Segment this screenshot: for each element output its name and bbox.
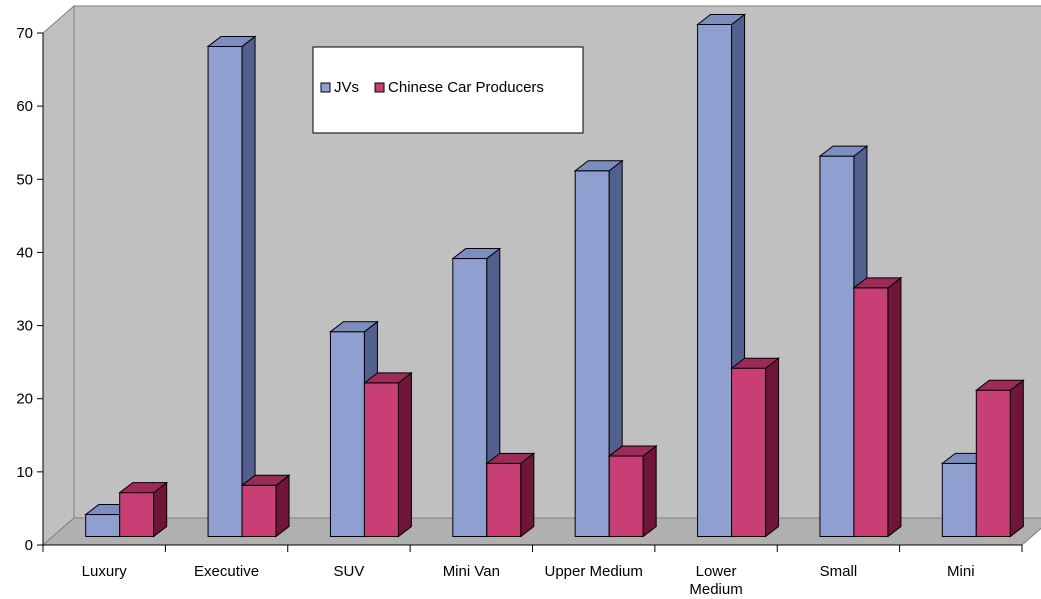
bar-front — [975, 389, 1011, 538]
bar-jvs — [206, 35, 257, 538]
bar-top — [852, 277, 903, 289]
legend-swatch — [374, 82, 385, 93]
bar-front — [119, 492, 155, 538]
bar-chinese-producers — [607, 445, 658, 538]
x-category-label: Executive — [194, 563, 259, 580]
bar-front — [853, 287, 889, 538]
bar-side — [397, 371, 412, 538]
legend: JVs Chinese Car Producers — [312, 46, 584, 134]
x-category-label: Lower Medium — [689, 563, 742, 598]
bar-top — [451, 248, 502, 260]
bar-chinese-producers — [730, 357, 781, 538]
y-tick-label: 0 — [25, 537, 33, 554]
chart-walls — [41, 4, 1041, 547]
x-category-label: Mini — [947, 563, 975, 580]
bar-chinese-producers — [485, 452, 536, 538]
y-tick-label: 70 — [16, 25, 33, 42]
bar-front — [574, 170, 610, 538]
y-tick-label: 30 — [16, 318, 33, 335]
bar-front — [608, 455, 644, 537]
bar-top — [573, 160, 624, 172]
bar-side — [642, 445, 657, 538]
bar-front — [941, 462, 977, 538]
x-category-label: Mini Van — [443, 563, 500, 580]
bar-chinese-producers — [852, 276, 903, 538]
y-tick-label: 10 — [16, 464, 33, 481]
x-category-label: SUV — [334, 563, 365, 580]
legend-box — [312, 46, 584, 134]
bar-top — [118, 482, 169, 494]
bar-top — [362, 372, 413, 384]
bar-front — [363, 382, 399, 537]
legend-entry-label: JVs — [334, 79, 359, 96]
bar-side — [765, 357, 780, 538]
bar-top — [974, 379, 1025, 391]
bar-top — [818, 145, 869, 157]
bar-chinese-producers — [362, 371, 413, 538]
bar-front — [819, 155, 855, 538]
bar-chinese-producers — [974, 379, 1025, 538]
bar-chinese-producers — [240, 474, 291, 538]
y-tick-label: 20 — [16, 391, 33, 408]
y-tick-label: 50 — [16, 171, 33, 188]
bar-side — [1009, 379, 1024, 538]
y-tick-label: 40 — [16, 244, 33, 261]
bar-front — [85, 514, 121, 537]
x-category-label: Small — [820, 563, 858, 580]
legend-entry-label: Chinese Car Producers — [388, 79, 544, 96]
x-category-label: Upper Medium — [545, 563, 643, 580]
bar-top — [240, 474, 291, 486]
side-wall — [42, 4, 75, 547]
bar-front — [486, 462, 522, 538]
bar-chinese-producers — [118, 481, 169, 538]
bar-top — [696, 14, 747, 25]
axes: 0 10 20 30 40 50 60 70 Luxury Executive SUV Mini Va… — [16, 25, 1023, 598]
bar-front — [329, 331, 365, 538]
bar-front — [207, 45, 243, 537]
legend-swatch — [320, 82, 331, 93]
bar-front — [731, 367, 767, 537]
bar-top — [485, 452, 536, 464]
bar-top — [607, 445, 658, 457]
bar-top — [730, 357, 781, 369]
bar-front — [452, 258, 488, 537]
y-tick-label: 60 — [16, 98, 33, 115]
bar-jvs — [573, 159, 624, 538]
bar-side — [520, 452, 535, 538]
x-category-label: Luxury — [82, 563, 128, 580]
bar-front — [697, 24, 733, 537]
bar-front — [241, 484, 277, 537]
bar-side — [887, 276, 902, 538]
bar-side — [275, 474, 290, 538]
bar-top — [206, 35, 257, 47]
bars — [84, 13, 1025, 538]
bar-top — [328, 321, 379, 333]
bar-jvs — [818, 145, 869, 538]
bar-side — [241, 35, 256, 538]
